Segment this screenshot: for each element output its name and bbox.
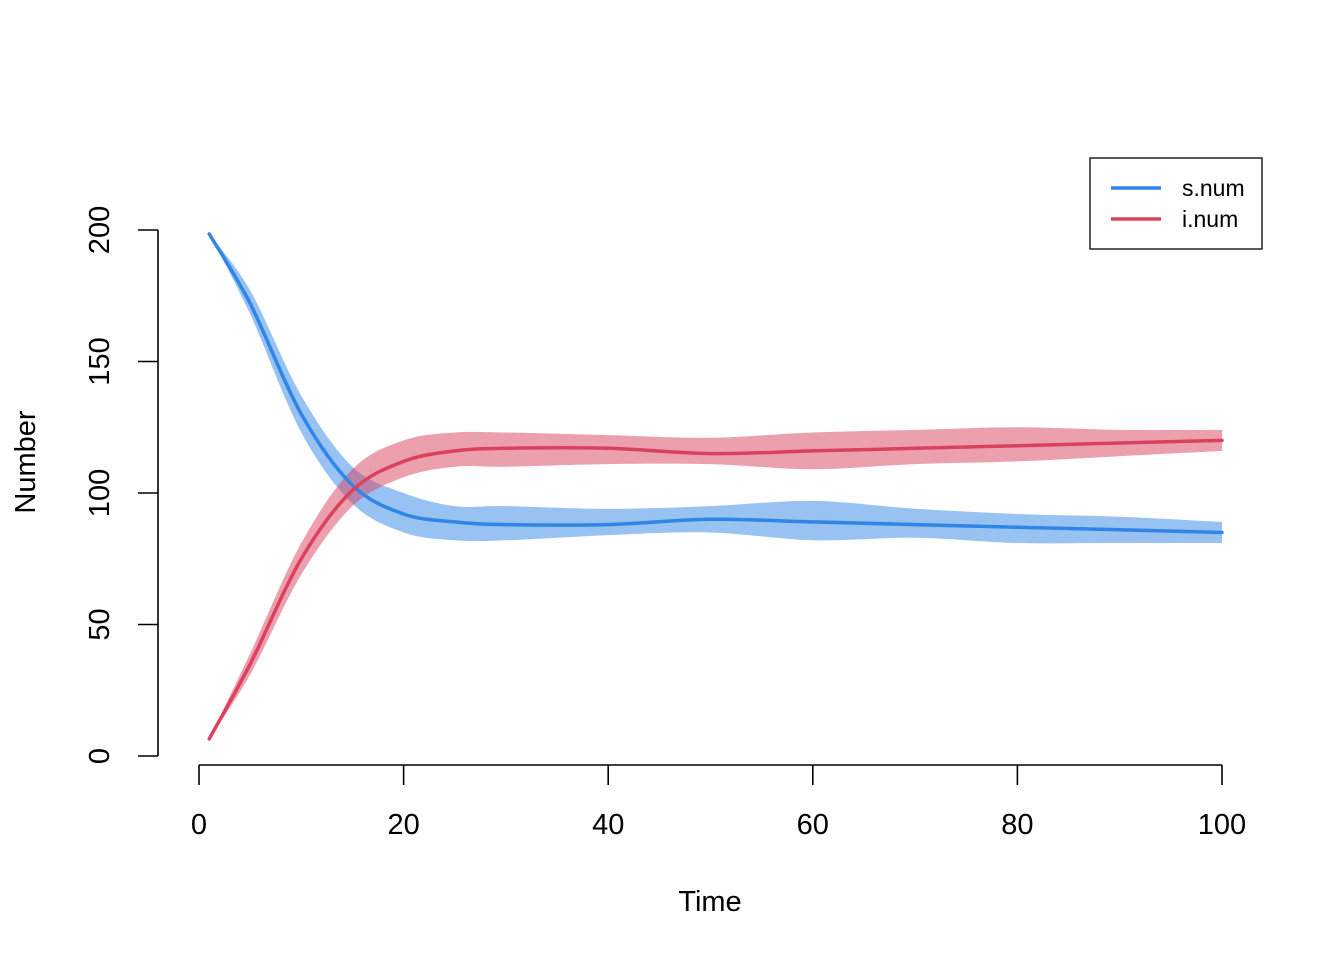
x-ticks: 0 20 40 60 80 100 [191, 765, 1246, 841]
y-tick-label: 0 [84, 748, 116, 764]
legend-label-i-num: i.num [1182, 206, 1238, 232]
y-tick-label: 200 [84, 206, 116, 254]
y-tick-label: 100 [84, 469, 116, 517]
x-tick-label: 100 [1198, 809, 1246, 841]
legend-label-s-num: s.num [1182, 175, 1245, 201]
x-tick-label: 0 [191, 809, 207, 841]
x-axis-title: Time [678, 886, 741, 918]
y-axis-title: Number [10, 410, 42, 513]
band-i-num [209, 427, 1222, 739]
x-tick-label: 60 [797, 809, 829, 841]
x-tick-label: 20 [387, 809, 419, 841]
series-lines [207, 232, 1224, 741]
legend-box [1089, 157, 1263, 250]
y-ticks: 0 50 100 150 200 [84, 206, 158, 764]
y-tick-label: 50 [84, 608, 116, 640]
x-tick-label: 40 [592, 809, 624, 841]
series-line-s-num [207, 232, 1224, 535]
x-tick-label: 80 [1001, 809, 1033, 841]
legend: s.num i.num [1089, 157, 1263, 250]
y-tick-label: 150 [84, 337, 116, 385]
confidence-bands [209, 233, 1222, 739]
series-line-i-num [207, 438, 1224, 741]
